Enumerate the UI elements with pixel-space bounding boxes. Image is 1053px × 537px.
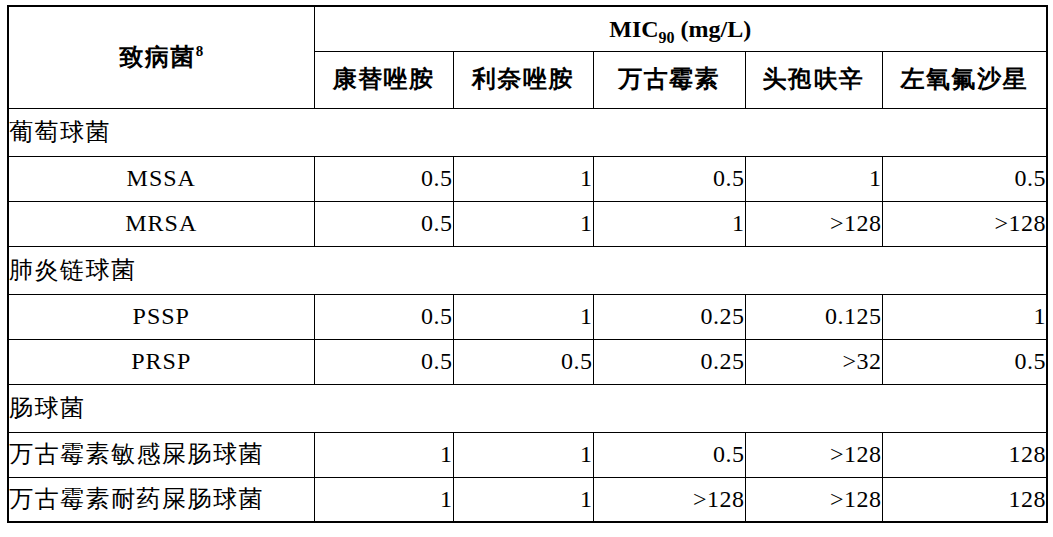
pathogen-header-cell: 致病菌8	[8, 6, 314, 108]
section-header-label: 肠球菌	[8, 384, 1047, 432]
mic90-susceptibility-table: 致病菌8 MIC90 (mg/L) 康替唑胺 利奈唑胺 万古霉素 头孢呋辛 左氧…	[7, 5, 1048, 523]
mic-value-cell: >128	[593, 477, 745, 522]
mic-value-cell: >128	[745, 477, 882, 522]
mic-header-prefix: MIC	[609, 16, 658, 42]
mic-value-cell: 1	[453, 294, 593, 339]
mic-value-cell: 1	[453, 432, 593, 477]
pathogen-row-label: MSSA	[8, 156, 314, 201]
drug-header-contezolid: 康替唑胺	[314, 51, 453, 108]
pathogen-footnote-marker: 8	[196, 43, 204, 59]
pathogen-header-label: 致病菌	[119, 44, 196, 70]
pathogen-row-label: 万古霉素耐药屎肠球菌	[8, 477, 314, 522]
drug-header-linezolid: 利奈唑胺	[453, 51, 593, 108]
mic-header-subscript: 90	[659, 28, 675, 45]
mic-value-cell: >128	[882, 201, 1047, 246]
mic-value-cell: 1	[593, 201, 745, 246]
mic-value-cell: 0.5	[882, 339, 1047, 384]
drug-header-vancomycin: 万古霉素	[593, 51, 745, 108]
data-row-mssa: MSSA 0.5 1 0.5 1 0.5	[8, 156, 1047, 201]
mic-value-cell: 0.25	[593, 294, 745, 339]
pathogen-row-label: PSSP	[8, 294, 314, 339]
pathogen-row-label: 万古霉素敏感屎肠球菌	[8, 432, 314, 477]
mic-value-cell: 128	[882, 432, 1047, 477]
mic-value-cell: 0.5	[314, 156, 453, 201]
section-row-enterococci: 肠球菌	[8, 384, 1047, 432]
drug-header-cefuroxime: 头孢呋辛	[745, 51, 882, 108]
data-row-mrsa: MRSA 0.5 1 1 >128 >128	[8, 201, 1047, 246]
mic-value-cell: >128	[745, 201, 882, 246]
data-row-vs-efaecium: 万古霉素敏感屎肠球菌 1 1 0.5 >128 128	[8, 432, 1047, 477]
mic-value-cell: 1	[314, 432, 453, 477]
section-header-label: 肺炎链球菌	[8, 246, 1047, 294]
mic-value-cell: 0.5	[314, 201, 453, 246]
mic-value-cell: 128	[882, 477, 1047, 522]
mic-value-cell: 1	[882, 294, 1047, 339]
data-row-prsp: PRSP 0.5 0.5 0.25 >32 0.5	[8, 339, 1047, 384]
drug-header-levofloxacin: 左氧氟沙星	[882, 51, 1047, 108]
pathogen-row-label: PRSP	[8, 339, 314, 384]
mic-value-cell: 0.5	[314, 294, 453, 339]
mic-value-cell: 1	[453, 477, 593, 522]
mic-value-cell: 0.5	[882, 156, 1047, 201]
data-row-pssp: PSSP 0.5 1 0.25 0.125 1	[8, 294, 1047, 339]
mic-header-unit: (mg/L)	[675, 16, 752, 42]
mic-value-cell: 0.5	[314, 339, 453, 384]
section-row-pneumococci: 肺炎链球菌	[8, 246, 1047, 294]
mic90-header-cell: MIC90 (mg/L)	[314, 6, 1047, 51]
section-row-staphylococci: 葡萄球菌	[8, 108, 1047, 156]
mic-value-cell: 1	[453, 201, 593, 246]
section-header-label: 葡萄球菌	[8, 108, 1047, 156]
mic-value-cell: 0.5	[453, 339, 593, 384]
mic-value-cell: 0.5	[593, 156, 745, 201]
mic-value-cell: 0.125	[745, 294, 882, 339]
mic-value-cell: 1	[745, 156, 882, 201]
mic-value-cell: 1	[453, 156, 593, 201]
mic-value-cell: >32	[745, 339, 882, 384]
mic-value-cell: >128	[745, 432, 882, 477]
data-row-vr-efaecium: 万古霉素耐药屎肠球菌 1 1 >128 >128 128	[8, 477, 1047, 522]
pathogen-row-label: MRSA	[8, 201, 314, 246]
mic-value-cell: 0.25	[593, 339, 745, 384]
mic-value-cell: 0.5	[593, 432, 745, 477]
header-row-mic: 致病菌8 MIC90 (mg/L)	[8, 6, 1047, 51]
mic-value-cell: 1	[314, 477, 453, 522]
